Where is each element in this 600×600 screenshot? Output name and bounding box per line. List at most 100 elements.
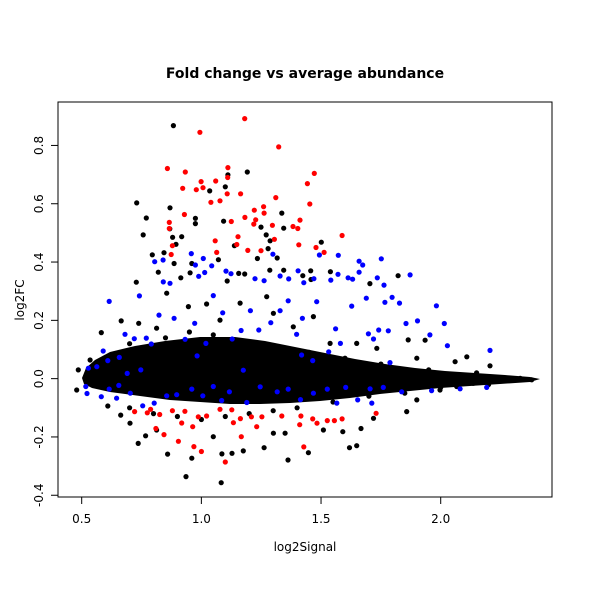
data-point (340, 429, 346, 435)
data-point (517, 375, 523, 381)
data-point (327, 269, 333, 275)
data-point (143, 335, 149, 341)
data-point (153, 425, 159, 432)
data-point (298, 413, 304, 419)
data-point (167, 280, 173, 286)
data-point (335, 252, 341, 258)
data-point (444, 343, 450, 349)
data-point (253, 217, 259, 223)
data-point (295, 268, 301, 274)
data-point (403, 320, 409, 327)
data-point (136, 293, 142, 299)
data-point (261, 278, 267, 284)
data-point (349, 303, 355, 309)
data-point (166, 219, 172, 225)
y-tick-label: 0.0 (32, 369, 46, 388)
x-tick-label: 1.0 (192, 512, 211, 526)
data-point (339, 232, 345, 239)
x-tick-label: 2.0 (431, 512, 450, 526)
data-point (186, 329, 192, 335)
data-point (270, 430, 276, 436)
data-point (98, 330, 104, 336)
data-point (261, 204, 267, 210)
data-point (118, 318, 124, 324)
data-point (487, 363, 493, 369)
data-point (225, 165, 231, 171)
data-point (337, 340, 343, 346)
data-point (310, 416, 316, 422)
data-point (314, 299, 320, 305)
data-point (203, 340, 209, 346)
data-point (333, 326, 339, 332)
data-point (74, 387, 80, 393)
data-point (263, 232, 269, 238)
data-point (282, 430, 288, 436)
data-point (181, 211, 187, 218)
data-point (140, 232, 146, 238)
data-point (174, 413, 180, 420)
plot-frame (57, 101, 553, 498)
x-tick-label: 1.5 (311, 512, 330, 526)
data-point (247, 308, 253, 314)
data-point (299, 352, 305, 358)
data-point (198, 179, 204, 185)
data-point (238, 191, 244, 197)
data-point (192, 221, 198, 227)
data-point (504, 376, 510, 382)
data-point (194, 353, 200, 359)
data-point (127, 420, 133, 426)
data-point (414, 355, 420, 361)
data-point (254, 255, 260, 262)
data-point (301, 280, 307, 286)
data-point (224, 191, 230, 197)
data-point (138, 367, 144, 373)
data-point (314, 420, 320, 426)
data-point (248, 414, 254, 420)
data-point (84, 390, 90, 397)
data-point (382, 299, 388, 305)
data-point (161, 432, 167, 438)
data-point (218, 480, 224, 486)
data-point (305, 450, 311, 456)
data-point (452, 359, 458, 365)
data-point (244, 399, 250, 406)
data-point (300, 273, 306, 279)
data-point (304, 181, 310, 187)
data-point (210, 332, 216, 338)
data-point (277, 273, 283, 279)
data-point (202, 269, 208, 276)
data-point (106, 298, 112, 304)
data-point (135, 440, 141, 446)
data-point (106, 386, 112, 392)
data-point (429, 388, 435, 394)
data-point (321, 249, 327, 255)
data-point (134, 200, 140, 206)
data-point (367, 281, 373, 287)
data-point (169, 408, 175, 414)
data-point (200, 255, 206, 262)
data-point (252, 276, 258, 282)
data-point (221, 218, 227, 224)
data-point (256, 327, 262, 333)
data-point (286, 276, 292, 282)
data-point (360, 262, 366, 268)
data-point (212, 238, 218, 244)
data-point (299, 315, 305, 321)
data-point (242, 214, 248, 220)
data-point (257, 384, 263, 390)
data-point (87, 357, 93, 363)
data-point (204, 413, 210, 419)
data-point (294, 331, 300, 337)
data-point (438, 384, 444, 390)
data-point (217, 317, 223, 323)
data-point (414, 397, 420, 403)
data-point (75, 367, 81, 373)
data-point (320, 427, 326, 433)
data-point (213, 178, 219, 184)
data-point (220, 310, 226, 316)
data-point (219, 397, 225, 404)
data-point (208, 199, 214, 205)
data-point (166, 225, 172, 232)
data-point (271, 236, 277, 242)
data-point (238, 327, 244, 334)
